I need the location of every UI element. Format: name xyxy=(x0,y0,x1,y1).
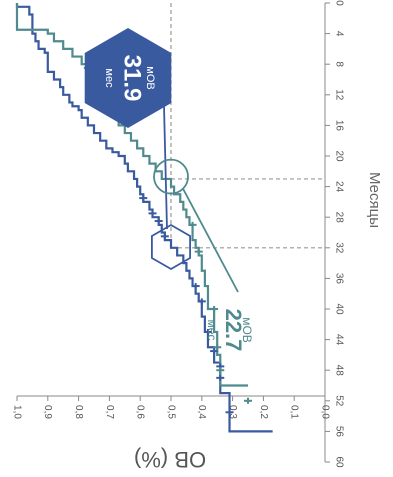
x-tick-label: 52 xyxy=(333,395,344,407)
survival-curve-1 xyxy=(15,3,273,433)
median-1-text: 31.9 xyxy=(119,55,146,102)
median-2-text: мес xyxy=(205,320,219,341)
reference-lines xyxy=(170,3,325,249)
x-tick-label: 4 xyxy=(333,31,344,37)
median-1-marker xyxy=(150,223,192,271)
y-tick-label: 0,0 xyxy=(319,405,330,419)
x-tick-label: 40 xyxy=(333,303,344,315)
x-tick-label: 12 xyxy=(333,89,344,101)
y-tick-label: 0,6 xyxy=(135,405,146,419)
median-1-text: мес xyxy=(103,68,115,88)
y-tick-label: 1,0 xyxy=(11,405,22,419)
y-tick-label: 0,2 xyxy=(258,405,269,419)
y-tick-label: 0,4 xyxy=(196,405,207,419)
y-tick-label: 0,7 xyxy=(104,405,115,419)
median-1-text: мОВ xyxy=(144,66,156,89)
median-2-text: 22.7 xyxy=(221,309,246,352)
x-tick-label: 32 xyxy=(333,242,344,254)
median-1-callout xyxy=(84,28,172,128)
chart-axes: 048121620242832364044485256600,00,10,20,… xyxy=(11,0,383,472)
x-tick-label: 20 xyxy=(333,150,344,162)
x-tick-label: 36 xyxy=(333,273,344,285)
median-2-text: мОВ xyxy=(240,317,254,343)
x-tick-label: 0 xyxy=(333,0,344,6)
x-tick-label: 24 xyxy=(333,181,344,193)
median-2-leader xyxy=(182,188,239,293)
x-tick-label: 28 xyxy=(333,212,344,224)
x-tick-label: 56 xyxy=(333,426,344,438)
median-2-marker xyxy=(153,158,189,195)
x-tick-label: 60 xyxy=(333,456,344,468)
x-axis-title: Месяцы xyxy=(366,172,383,228)
y-tick-label: 0,5 xyxy=(165,405,176,419)
x-tick-label: 44 xyxy=(333,334,344,346)
x-tick-label: 16 xyxy=(333,120,344,132)
x-tick-label: 8 xyxy=(333,61,344,67)
y-tick-label: 0,8 xyxy=(73,405,84,419)
x-tick-label: 48 xyxy=(333,365,344,377)
y-tick-label: 0,1 xyxy=(289,405,300,419)
y-tick-label: 0,9 xyxy=(42,405,53,419)
median-1-leader xyxy=(163,105,168,230)
y-axis-title: OB (%) xyxy=(134,447,206,472)
